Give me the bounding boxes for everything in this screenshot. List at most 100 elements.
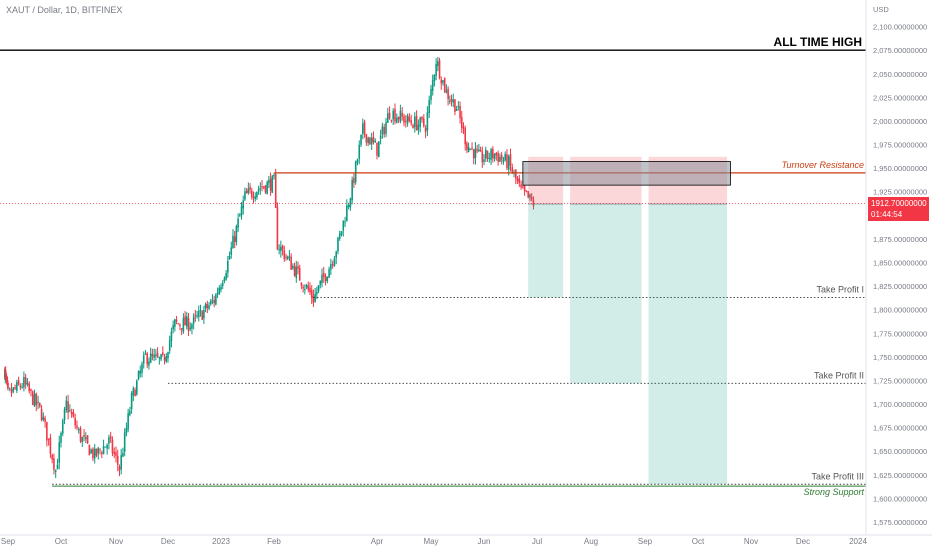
candle-body [19,385,22,388]
candle-body [144,353,147,355]
candle-body [223,277,226,282]
candle-body [452,99,455,103]
candle-body [388,112,391,119]
candle-body [335,251,337,258]
position-tools [522,156,731,485]
time-tick-label: Dec [796,537,810,546]
candle-body [262,186,265,188]
horizontal-levels: ALL TIME HIGH Turnover Resistance Take Pro… [0,35,866,497]
candle-body [249,186,251,190]
time-axis[interactable]: Sep Oct Nov Dec 2023 Feb Apr May Jun Jul Aug Sep Oct… [0,534,932,546]
price-tick-label: 1,575.00000000 [873,518,927,527]
candle-body [56,464,59,470]
candle-body [123,432,126,452]
candle-body [129,410,131,415]
candle-body [40,408,43,420]
candle-body [310,290,313,298]
candle-body [460,117,463,129]
candle-body [471,147,473,149]
candle-body [330,264,332,270]
candle-body [134,390,136,397]
candle-body [155,354,157,356]
candle-body [187,317,190,331]
candle-body [450,98,453,102]
candle-body [349,198,352,208]
time-tick-label: Aug [584,537,598,546]
symbol-title: XAUT / Dollar, 1D, BITFINEX [6,5,123,15]
candle-body [23,377,25,388]
take-profit-1-label: Take Profit I [816,284,864,294]
price-tick-label: 2,025.00000000 [873,93,927,102]
candle-body [424,127,427,132]
price-axis[interactable]: USD 2,100.00000000 2,075.00000000 2,050.000… [865,0,927,535]
candle-body [24,377,27,385]
candle-body [478,149,480,152]
strong-support-label: Strong Support [803,487,864,497]
candle-body [273,175,275,177]
candle-body [428,100,430,114]
candle-body [525,190,528,192]
price-tick-label: 2,050.00000000 [873,70,927,79]
candle-body [346,205,348,222]
candle-body [305,285,308,288]
candle-body [326,276,329,282]
candle-body [162,352,164,355]
candle-body [95,448,98,456]
candle-body [142,355,145,364]
candle-body [257,189,260,192]
candle-body [136,380,138,395]
candle-body [209,300,212,305]
candle-body [438,60,441,79]
candle-body [419,117,421,127]
price-tick-label: 2,100.00000000 [873,23,927,32]
candle-body [454,99,456,113]
candle-body [93,448,96,459]
candle-body [106,444,108,449]
time-tick-label: 2024 [849,537,867,546]
candle-body [28,383,30,392]
candle-body [347,205,350,208]
candle-body [443,78,446,92]
currency-label: USD [873,5,889,14]
time-tick-label: Dec [161,537,175,546]
candle-body [156,352,159,357]
candle-body [372,136,375,143]
candle-body [374,140,377,143]
price-tick-label: 1,750.00000000 [873,353,927,362]
candle-body [342,220,345,231]
candle-body [118,466,121,471]
time-tick-label: Oct [55,537,68,546]
candle-body [469,148,472,150]
candle-body [192,316,195,324]
candle-body [125,428,128,433]
price-tick-label: 1,775.00000000 [873,329,927,338]
candle-body [44,418,46,422]
candle-body [201,311,203,320]
price-tick-label: 1,975.00000000 [873,141,927,150]
candle-body [172,325,174,330]
candle-body [12,387,15,392]
candle-body [268,180,270,184]
candle-body [167,352,169,359]
candle-body [499,157,501,162]
candle-body [274,174,277,208]
candle-body [111,439,114,453]
candle-body [394,109,396,122]
candle-body [295,266,298,279]
candle-body [137,371,140,380]
candle-body [417,124,420,131]
candle-body [459,105,461,119]
candle-body [168,340,171,351]
candle-body [14,387,16,389]
price-tick-label: 1,850.00000000 [873,259,927,268]
candle-body [283,250,286,260]
candle-body [109,436,112,440]
candle-body [211,300,214,302]
candle-body [244,191,246,200]
candle-body [529,194,531,198]
candle-body [490,149,492,160]
candle-body [83,435,85,437]
candle-body [518,178,521,184]
price-tick-label: 2,000.00000000 [873,117,927,126]
